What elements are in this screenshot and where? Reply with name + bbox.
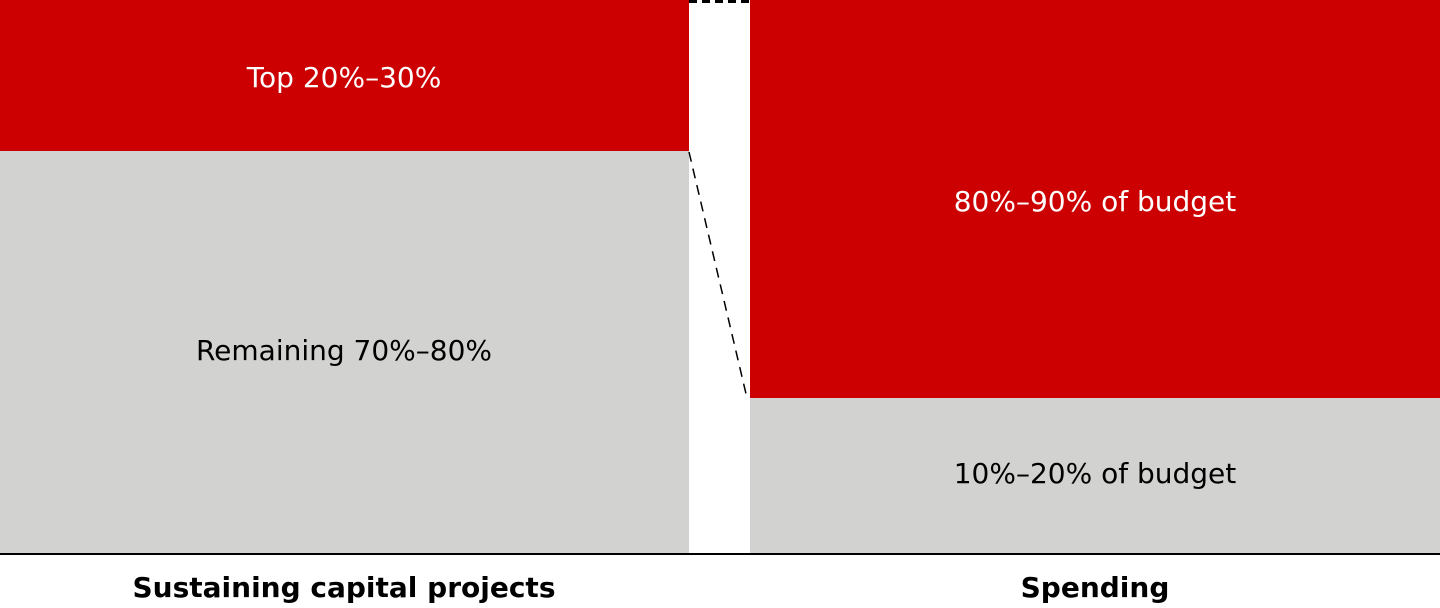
left-bottom-block bbox=[0, 151, 689, 553]
column-label: Spending bbox=[1021, 571, 1170, 604]
column-label: Sustaining capital projects bbox=[133, 571, 556, 604]
segment-label: 10%–20% of budget bbox=[954, 457, 1237, 490]
segment-label: Remaining 70%–80% bbox=[196, 334, 492, 367]
connector-bottom bbox=[688, 151, 748, 399]
right-top-block bbox=[750, 0, 1440, 398]
left-top-block bbox=[0, 0, 689, 151]
segment-label: 80%–90% of budget bbox=[954, 185, 1237, 218]
right-bottom-block bbox=[750, 398, 1440, 553]
segment-label: Top 20%–30% bbox=[246, 61, 442, 94]
